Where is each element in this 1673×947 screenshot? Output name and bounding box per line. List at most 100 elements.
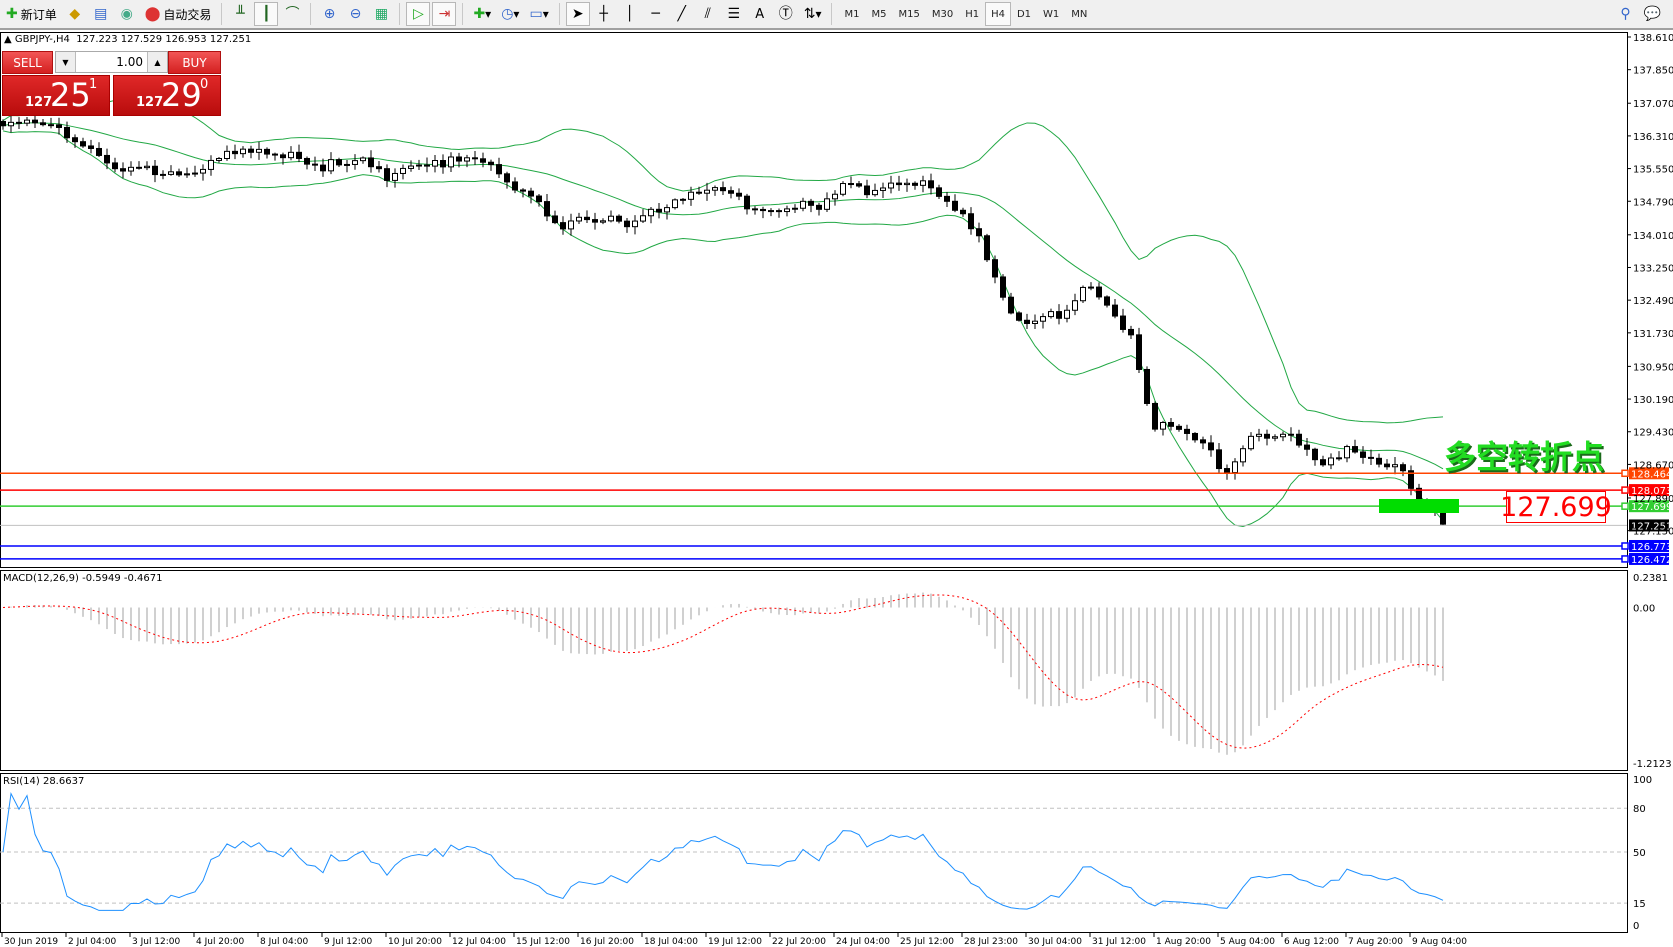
candle-body bbox=[520, 189, 526, 192]
candle-body bbox=[512, 181, 518, 191]
price-tick-label: 134.790 bbox=[1633, 197, 1673, 208]
trendline-button[interactable]: ╱ bbox=[670, 2, 694, 26]
vertical-line-button[interactable]: │ bbox=[618, 2, 642, 26]
text-label-button[interactable]: Ⓣ bbox=[774, 2, 798, 26]
channel-button[interactable]: ⫽ bbox=[696, 2, 720, 26]
timeframe-d1[interactable]: D1 bbox=[1016, 8, 1032, 20]
candle-body bbox=[112, 162, 118, 170]
timeframe-m15[interactable]: M15 bbox=[898, 8, 920, 20]
candle-body bbox=[1056, 311, 1062, 319]
arrows-button[interactable]: ⇅ ▾ bbox=[803, 6, 822, 22]
indicators-button[interactable]: ✚ ▾ bbox=[473, 6, 492, 22]
candle-body bbox=[784, 208, 790, 213]
candle-body bbox=[872, 189, 878, 196]
candle-body bbox=[840, 183, 846, 195]
candle-body bbox=[792, 207, 798, 210]
chat-button[interactable]: 💬 bbox=[1640, 2, 1665, 26]
price-tag-bg bbox=[1629, 539, 1669, 552]
annotation-price-label[interactable]: 127.699 bbox=[1500, 491, 1612, 523]
macd-axis-label: 0.00 bbox=[1633, 604, 1655, 615]
market-watch-button[interactable]: ◆ bbox=[63, 2, 87, 26]
buy-button[interactable]: BUY bbox=[168, 51, 221, 74]
candle-body bbox=[1184, 428, 1190, 434]
chart-area[interactable]: 128.464 128.073 127.699 126.773 126.472 127.2… bbox=[0, 32, 1673, 947]
sell-button[interactable]: SELL bbox=[2, 51, 53, 74]
templates-button[interactable]: ▭ ▾ bbox=[529, 6, 549, 22]
buy-price-box[interactable]: 127 29 0 bbox=[113, 75, 221, 116]
tile-windows-button[interactable]: ▦ bbox=[369, 2, 393, 26]
candle-body bbox=[304, 157, 310, 165]
sell-price-box[interactable]: 127 25 1 bbox=[2, 75, 110, 116]
candle-body bbox=[1216, 449, 1222, 470]
candle-body bbox=[72, 137, 78, 143]
timeframe-w1[interactable]: W1 bbox=[1043, 8, 1060, 20]
text-label-icon: Ⓣ bbox=[778, 6, 793, 22]
text-button[interactable]: A bbox=[748, 2, 772, 26]
candle-body bbox=[56, 124, 62, 128]
timeframe-h1[interactable]: H1 bbox=[965, 8, 980, 20]
candle-body bbox=[1008, 296, 1014, 314]
candle-body bbox=[1392, 464, 1398, 468]
green-zone-rectangle[interactable] bbox=[1379, 499, 1459, 513]
search-button[interactable]: ⚲ bbox=[1614, 2, 1638, 26]
zoom-in-button[interactable]: ⊕ bbox=[317, 2, 341, 26]
text-icon: A bbox=[755, 6, 765, 22]
line-handle bbox=[1621, 542, 1629, 550]
date-tick-label: 1 Aug 20:00 bbox=[1156, 937, 1211, 947]
navigator-button[interactable]: ▤ bbox=[89, 2, 113, 26]
candle-body bbox=[952, 200, 958, 211]
line-chart-button[interactable]: ⌒ bbox=[280, 2, 304, 26]
auto-scroll-button[interactable]: ▷ bbox=[406, 2, 431, 26]
signals-button[interactable]: ◉ bbox=[115, 2, 139, 26]
timeframe-m1[interactable]: M1 bbox=[844, 8, 860, 20]
lot-increase-button[interactable]: ▲ bbox=[147, 52, 167, 72]
candle-body bbox=[904, 182, 910, 186]
template-icon: ▭ bbox=[529, 6, 543, 22]
candle-body bbox=[448, 156, 454, 168]
auto-trading-button[interactable]: ⬤ 自动交易 bbox=[141, 2, 216, 26]
fibonacci-button[interactable]: ☰ bbox=[722, 2, 746, 26]
collapse-triangle-icon[interactable]: ▲ bbox=[4, 34, 12, 45]
candle-body bbox=[80, 141, 86, 147]
folder-icon: ◆ bbox=[69, 6, 81, 22]
candle-body bbox=[608, 215, 614, 222]
timeframe-m30[interactable]: M30 bbox=[931, 8, 954, 20]
macd-pane-frame bbox=[0, 570, 1628, 771]
lot-input[interactable] bbox=[76, 52, 147, 72]
lot-stepper[interactable]: ▼ ▲ bbox=[55, 51, 168, 73]
separator bbox=[462, 3, 464, 25]
candle-body bbox=[200, 168, 206, 174]
candle-body bbox=[1408, 470, 1414, 489]
candlestick-button[interactable]: ┃ bbox=[254, 2, 279, 26]
annotation-text[interactable]: 多空转折点 bbox=[1444, 438, 1605, 476]
sell-label: SELL bbox=[13, 55, 42, 70]
candle-body bbox=[928, 180, 934, 189]
candle-body bbox=[672, 199, 678, 209]
candle-body bbox=[1240, 448, 1246, 463]
buy-price-prefix: 127 bbox=[136, 95, 164, 110]
candle-body bbox=[704, 189, 710, 194]
candle-body bbox=[1288, 433, 1294, 436]
candle-body bbox=[1120, 315, 1126, 330]
candle-body bbox=[1400, 464, 1406, 472]
periods-button[interactable]: ◷ ▾ bbox=[501, 6, 520, 22]
price-tick-label: 131.730 bbox=[1633, 329, 1673, 340]
candle-body bbox=[184, 173, 190, 176]
cursor-button[interactable]: ➤ bbox=[565, 2, 590, 26]
new-order-button[interactable]: ✚ 新订单 bbox=[2, 2, 61, 26]
candle-body bbox=[248, 148, 254, 153]
ohlc-values: 127.223 127.529 126.953 127.251 bbox=[76, 34, 252, 45]
timeframe-mn[interactable]: MN bbox=[1071, 8, 1088, 20]
chart-shift-button[interactable]: ⇥ bbox=[432, 2, 457, 26]
zoom-out-button[interactable]: ⊖ bbox=[343, 2, 367, 26]
candle-body bbox=[176, 171, 182, 176]
lot-decrease-button[interactable]: ▼ bbox=[56, 52, 76, 72]
date-tick-label: 25 Jul 12:00 bbox=[900, 937, 954, 947]
timeframe-m5[interactable]: M5 bbox=[871, 8, 887, 20]
bar-chart-button[interactable]: ╨ bbox=[228, 2, 252, 26]
candle-body bbox=[336, 159, 342, 166]
crosshair-button[interactable]: ┼ bbox=[592, 2, 616, 26]
timeframe-h4[interactable]: H4 bbox=[985, 2, 1011, 26]
horizontal-line-button[interactable]: ─ bbox=[644, 2, 668, 26]
new-order-icon: ✚ bbox=[6, 6, 18, 22]
